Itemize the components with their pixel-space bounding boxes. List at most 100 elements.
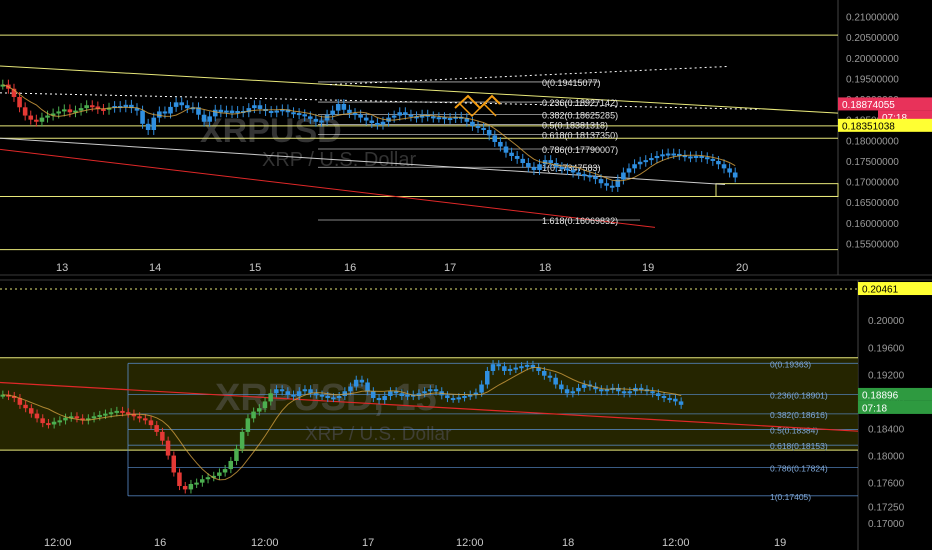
candle-body [229,110,235,114]
price-tick-label: 0.17000000 [846,178,899,189]
time-tick-label: 18 [539,262,551,274]
candle-body [23,404,28,409]
candle-body [693,156,699,158]
candle-body [68,416,74,419]
last-price-tag: 0.18874055 [842,100,895,111]
projection-zigzag[interactable] [459,102,497,118]
candle-body [73,110,78,113]
candle-body [524,364,530,367]
candle-body [140,110,145,124]
countdown-tag: 07:18 [882,113,907,124]
price-tick-label: 0.17000 [868,519,905,530]
candle-body [80,418,85,421]
time-tick-label: 18 [562,537,574,549]
time-tick-label: 13 [56,262,68,274]
candle-body [17,398,23,405]
candle-body [363,117,369,121]
candle-body [419,114,425,118]
candle-body [29,408,34,414]
candle-body [667,398,672,401]
candle-body [530,364,536,368]
candle-body [234,448,239,461]
candle-body [453,116,458,119]
candle-body [108,412,114,415]
candle-body [479,384,484,393]
candle-body [302,389,308,392]
candle-body [257,408,262,412]
fib-label: 0.382(0.18625285) [542,111,618,121]
candle-body [470,121,475,126]
zone-highlight[interactable] [0,357,858,451]
candle-body [46,423,51,426]
candle-body [84,105,89,109]
candle-body [531,167,537,171]
candle-body [352,113,358,116]
candle-body [40,418,45,424]
candle-body [11,88,17,97]
candle-body [50,113,56,116]
candle-body [553,377,558,385]
price-tick-label: 0.16000000 [846,219,899,230]
candle-body [492,135,498,142]
candle-body [660,154,665,157]
candle-body [649,158,654,161]
candle-body [371,391,376,399]
candle-body [0,394,5,397]
candle-body [182,486,188,490]
candle-body [393,391,399,394]
candle-body [89,105,95,108]
candle-body [570,170,576,173]
trendline-red[interactable] [0,381,859,432]
price-tick-label: 0.18400 [868,424,905,435]
last-price-tag-bg[interactable] [858,387,932,401]
candle-body [137,416,142,419]
last-price-tag-bg[interactable] [838,97,932,111]
candle-body [173,102,179,107]
trendline-upper[interactable] [0,65,839,114]
candle-body [336,396,342,399]
fib-label: 0.5(0.18384) [770,426,818,436]
candle-body [157,111,162,118]
candle-body [547,375,553,378]
time-tick-label: 12:00 [456,537,484,549]
candle-body [162,111,168,114]
time-tick-label: 15 [249,262,261,274]
trendline-dotted[interactable] [0,92,761,110]
trendline-red[interactable] [0,148,656,228]
candle-body [251,411,256,419]
fib-label: 1.618(0.16069832) [542,216,618,226]
candle-body [431,116,436,119]
candle-body [222,469,228,473]
candle-body [57,420,62,423]
candle-body [615,179,621,187]
candle-body [45,115,50,118]
candle-body [56,111,61,114]
candle-body [160,431,165,441]
candle-body [576,387,581,392]
candle-body [621,391,627,394]
candle-body [148,420,154,426]
candle-body [632,164,637,169]
candle-body [682,155,688,158]
top-price-tag-bg[interactable] [858,282,932,296]
candle-body [120,410,125,413]
candle-body [245,418,251,432]
candle-body [125,412,131,415]
level-price-tag-bg[interactable] [838,118,932,132]
candle-body [91,416,97,419]
fib-label: 0.786(0.17824) [770,463,828,473]
candle-body [433,389,439,392]
candle-body [536,367,541,371]
fib-label: 0.236(0.18927142) [542,98,618,108]
target-box[interactable] [715,183,839,197]
candle-body [399,393,404,397]
countdown-tag-bg[interactable] [858,400,932,414]
candle-body [388,391,393,397]
time-tick-label: 19 [774,537,786,549]
candle-body [507,368,513,371]
candle-body [520,158,526,164]
candle-body [359,379,365,383]
candle-body [576,172,581,175]
candle-body [405,394,410,397]
